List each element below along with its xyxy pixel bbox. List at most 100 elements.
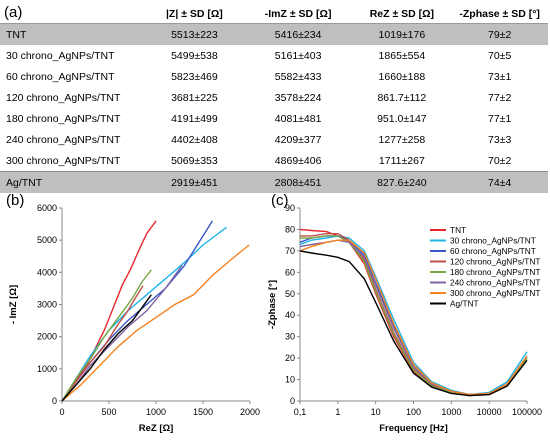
y-tick-label: 40 (285, 310, 295, 320)
table-header-rez: ReZ ± SD [Ω] (369, 7, 435, 20)
table-cell: 5499±538 (171, 49, 218, 62)
table-cell: 827.6±240 (352, 171, 452, 193)
x-tick-label: 1500 (193, 407, 213, 417)
table-row: 30 chrono_AgNPs/TNT 5499±538 5161±403 1865±… (0, 45, 548, 66)
series-line (299, 239, 528, 396)
row-sample-label: 240 chrono_AgNPs/TNT (6, 133, 121, 146)
table-cell: 74±4 (451, 171, 548, 193)
table-header-imz: -ImZ ± SD [Ω] (264, 7, 332, 20)
x-axis-title: ReZ [Ω] (139, 423, 174, 434)
table-cell: 951.0±147 (377, 112, 427, 125)
table-row: 180 chrono_AgNPs/TNT 4191±499 4081±481 951.… (0, 108, 548, 129)
x-axis-title: Frequency [Hz] (379, 423, 448, 434)
table-cell: 77±2 (488, 91, 512, 104)
x-tick-label: 0,1 (294, 407, 307, 417)
table-header-row: |Z| ± SD [Ω] -ImZ ± SD [Ω] ReZ ± SD [Ω] … (0, 4, 548, 24)
table-cell: 5582±433 (274, 70, 322, 83)
y-tick-label: 3000 (37, 300, 57, 310)
table-cell: 5161±403 (274, 49, 322, 62)
panel-label-b: (b) (6, 192, 24, 209)
table-cell: 1865±554 (378, 49, 426, 62)
series-line (61, 226, 227, 402)
series-line (61, 285, 144, 402)
row-sample-label: TNT (0, 23, 145, 45)
table-cell: 3681±225 (171, 91, 218, 104)
y-tick-label: 1000 (37, 364, 57, 374)
legend-label: 240 chrono_AgNPs/TNT (450, 278, 540, 288)
table-row: TNT 5513±223 5416±234 1019±176 79±2 (0, 23, 548, 45)
y-tick-label: 70 (285, 246, 295, 256)
table-cell: 1277±258 (378, 133, 426, 146)
table-cell: 4209±377 (274, 133, 322, 146)
row-sample-label: 180 chrono_AgNPs/TNT (6, 112, 121, 125)
panel-label-c: (c) (271, 192, 289, 209)
y-tick-label: 0 (52, 396, 57, 406)
series-line (299, 250, 528, 397)
legend-label: 120 chrono_AgNPs/TNT (450, 257, 540, 267)
table-cell: 70±5 (488, 49, 512, 62)
x-tick-label: 1000 (441, 407, 461, 417)
y-tick-label: 80 (285, 224, 295, 234)
panel-label-a: (a) (4, 4, 23, 21)
table-cell: 79±2 (451, 23, 548, 45)
table-cell: 77±1 (488, 112, 512, 125)
legend-label: 180 chrono_AgNPs/TNT (450, 267, 540, 277)
table-cell: 4191±499 (171, 112, 218, 125)
y-axis-title: - ImZ [Ω] (8, 285, 19, 324)
table-cell: 5823±469 (171, 70, 218, 83)
y-tick-label: 10 (285, 375, 295, 385)
series-line (61, 269, 152, 402)
table-cell: 4869±406 (274, 154, 322, 167)
table-body: TNT 5513±223 5416±234 1019±176 79±2 30 chrono… (0, 23, 548, 193)
y-tick-label: 0 (290, 396, 295, 406)
table-cell: 70±2 (488, 154, 512, 167)
series-line (299, 235, 528, 396)
x-tick-label: 0 (59, 407, 64, 417)
table-row: 120 chrono_AgNPs/TNT 3681±225 3578±224 861.… (0, 87, 548, 108)
impedance-table-panel: |Z| ± SD [Ω] -ImZ ± SD [Ω] ReZ ± SD [Ω] … (0, 0, 550, 193)
series-line (61, 294, 152, 402)
y-tick-label: 5000 (37, 235, 57, 245)
table-cell: 4402±408 (171, 133, 218, 146)
x-tick-label: 1000 (146, 407, 166, 417)
y-tick-label: 30 (285, 332, 295, 342)
table-cell: 2919±451 (144, 171, 244, 193)
table-cell: 73±1 (488, 70, 512, 83)
impedance-table: |Z| ± SD [Ω] -ImZ ± SD [Ω] ReZ ± SD [Ω] … (0, 4, 548, 193)
legend-label: 300 chrono_AgNPs/TNT (450, 288, 540, 298)
x-tick-label: 1 (335, 407, 340, 417)
table-cell: 4081±481 (274, 112, 322, 125)
table-cell: 5416±234 (243, 23, 353, 45)
y-tick-label: 20 (285, 353, 295, 363)
table-cell: 5513±223 (144, 23, 244, 45)
series-line (61, 220, 157, 402)
x-tick-label: 10000 (477, 407, 502, 417)
x-tick-label: 100000 (512, 407, 542, 417)
x-tick-label: 500 (101, 407, 116, 417)
row-sample-label: 300 chrono_AgNPs/TNT (6, 154, 121, 167)
table-row: 240 chrono_AgNPs/TNT 4402±408 4209±377 1277… (0, 129, 548, 150)
x-tick-label: 10 (371, 407, 381, 417)
legend-label: 30 chrono_AgNPs/TNT (450, 236, 536, 246)
nyquist-chart: (b) 0 500 1000 1500 2000 0 1000 2000 3000 4000 5000… (6, 192, 260, 434)
table-cell: 2808±451 (243, 171, 353, 193)
legend-label: TNT (450, 225, 466, 235)
y-axis-title: -Zphase [°] (267, 280, 278, 329)
table-cell: 1660±188 (378, 70, 426, 83)
x-tick-label: 2000 (240, 407, 260, 417)
table-row: 60 chrono_AgNPs/TNT 5823±469 5582±433 1660±… (0, 66, 548, 87)
bode-phase-chart: (c) 0,1 1 10 100 1000 10000 100000 0 10 20 30 40 50 60… (267, 192, 542, 434)
table-cell: 3578±224 (274, 91, 322, 104)
legend-label: Ag/TNT (450, 299, 479, 309)
series-line (61, 244, 250, 402)
y-tick-label: 2000 (37, 332, 57, 342)
y-tick-label: 60 (285, 267, 295, 277)
y-tick-label: 6000 (37, 203, 57, 213)
table-cell: 5069±353 (171, 154, 218, 167)
row-sample-label: 120 chrono_AgNPs/TNT (6, 91, 121, 104)
table-header-z: |Z| ± SD [Ω] (165, 7, 223, 20)
row-sample-label: 60 chrono_AgNPs/TNT (6, 70, 115, 83)
table-cell: 1019±176 (352, 23, 452, 45)
table-row: 300 chrono_AgNPs/TNT 5069±353 4869±406 1711… (0, 150, 548, 172)
x-tick-label: 100 (406, 407, 421, 417)
